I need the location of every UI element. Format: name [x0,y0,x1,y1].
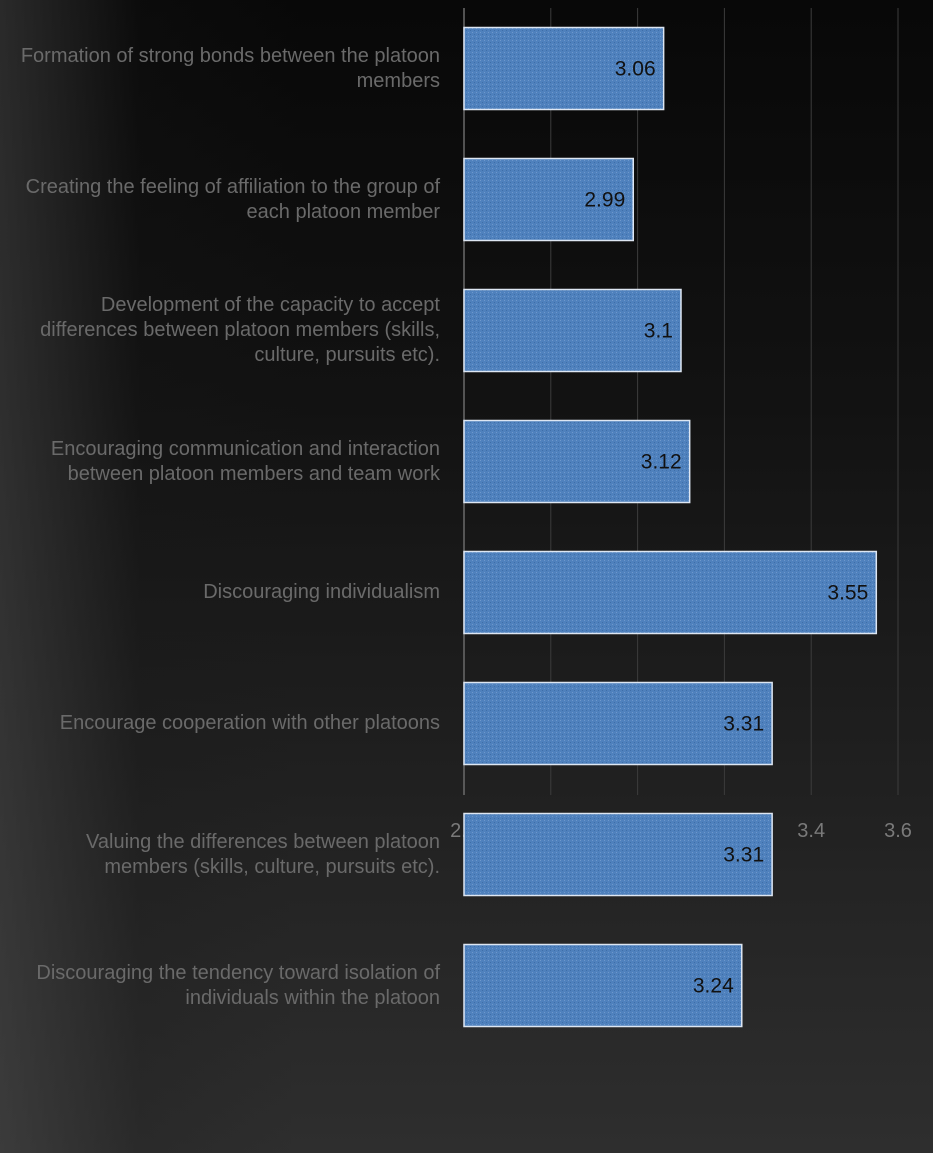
category-label: Development of the capacity to accept di… [40,294,440,366]
bar [463,288,682,373]
bar [463,550,878,635]
category-label: Encouraging communication and interactio… [50,437,440,485]
data-label: 3.24 [693,975,734,998]
bar [463,681,773,766]
category-label: Creating the feeling of affiliation to t… [25,175,440,223]
bar [463,812,773,897]
data-label: 3.06 [615,58,656,81]
category-label: Valuing the differences between platoon … [86,830,440,878]
x-tick-label: 3.4 [797,820,825,842]
data-label: 3.31 [723,713,764,736]
category-label: Discouraging individualism [203,581,440,603]
data-label: 2.99 [584,189,625,212]
data-label: 3.1 [644,320,673,343]
category-label: Discouraging the tendency toward isolati… [36,961,440,1009]
data-label: 3.55 [827,582,868,605]
category-label: Formation of strong bonds between the pl… [20,44,440,92]
data-label: 3.12 [641,451,682,474]
bar [463,943,743,1028]
data-label: 3.31 [723,844,764,867]
bar [463,157,635,242]
category-label: Encourage cooperation with other platoon… [59,712,440,734]
x-tick-label: 3.6 [884,820,912,842]
bar [463,419,691,504]
bar [463,26,665,111]
